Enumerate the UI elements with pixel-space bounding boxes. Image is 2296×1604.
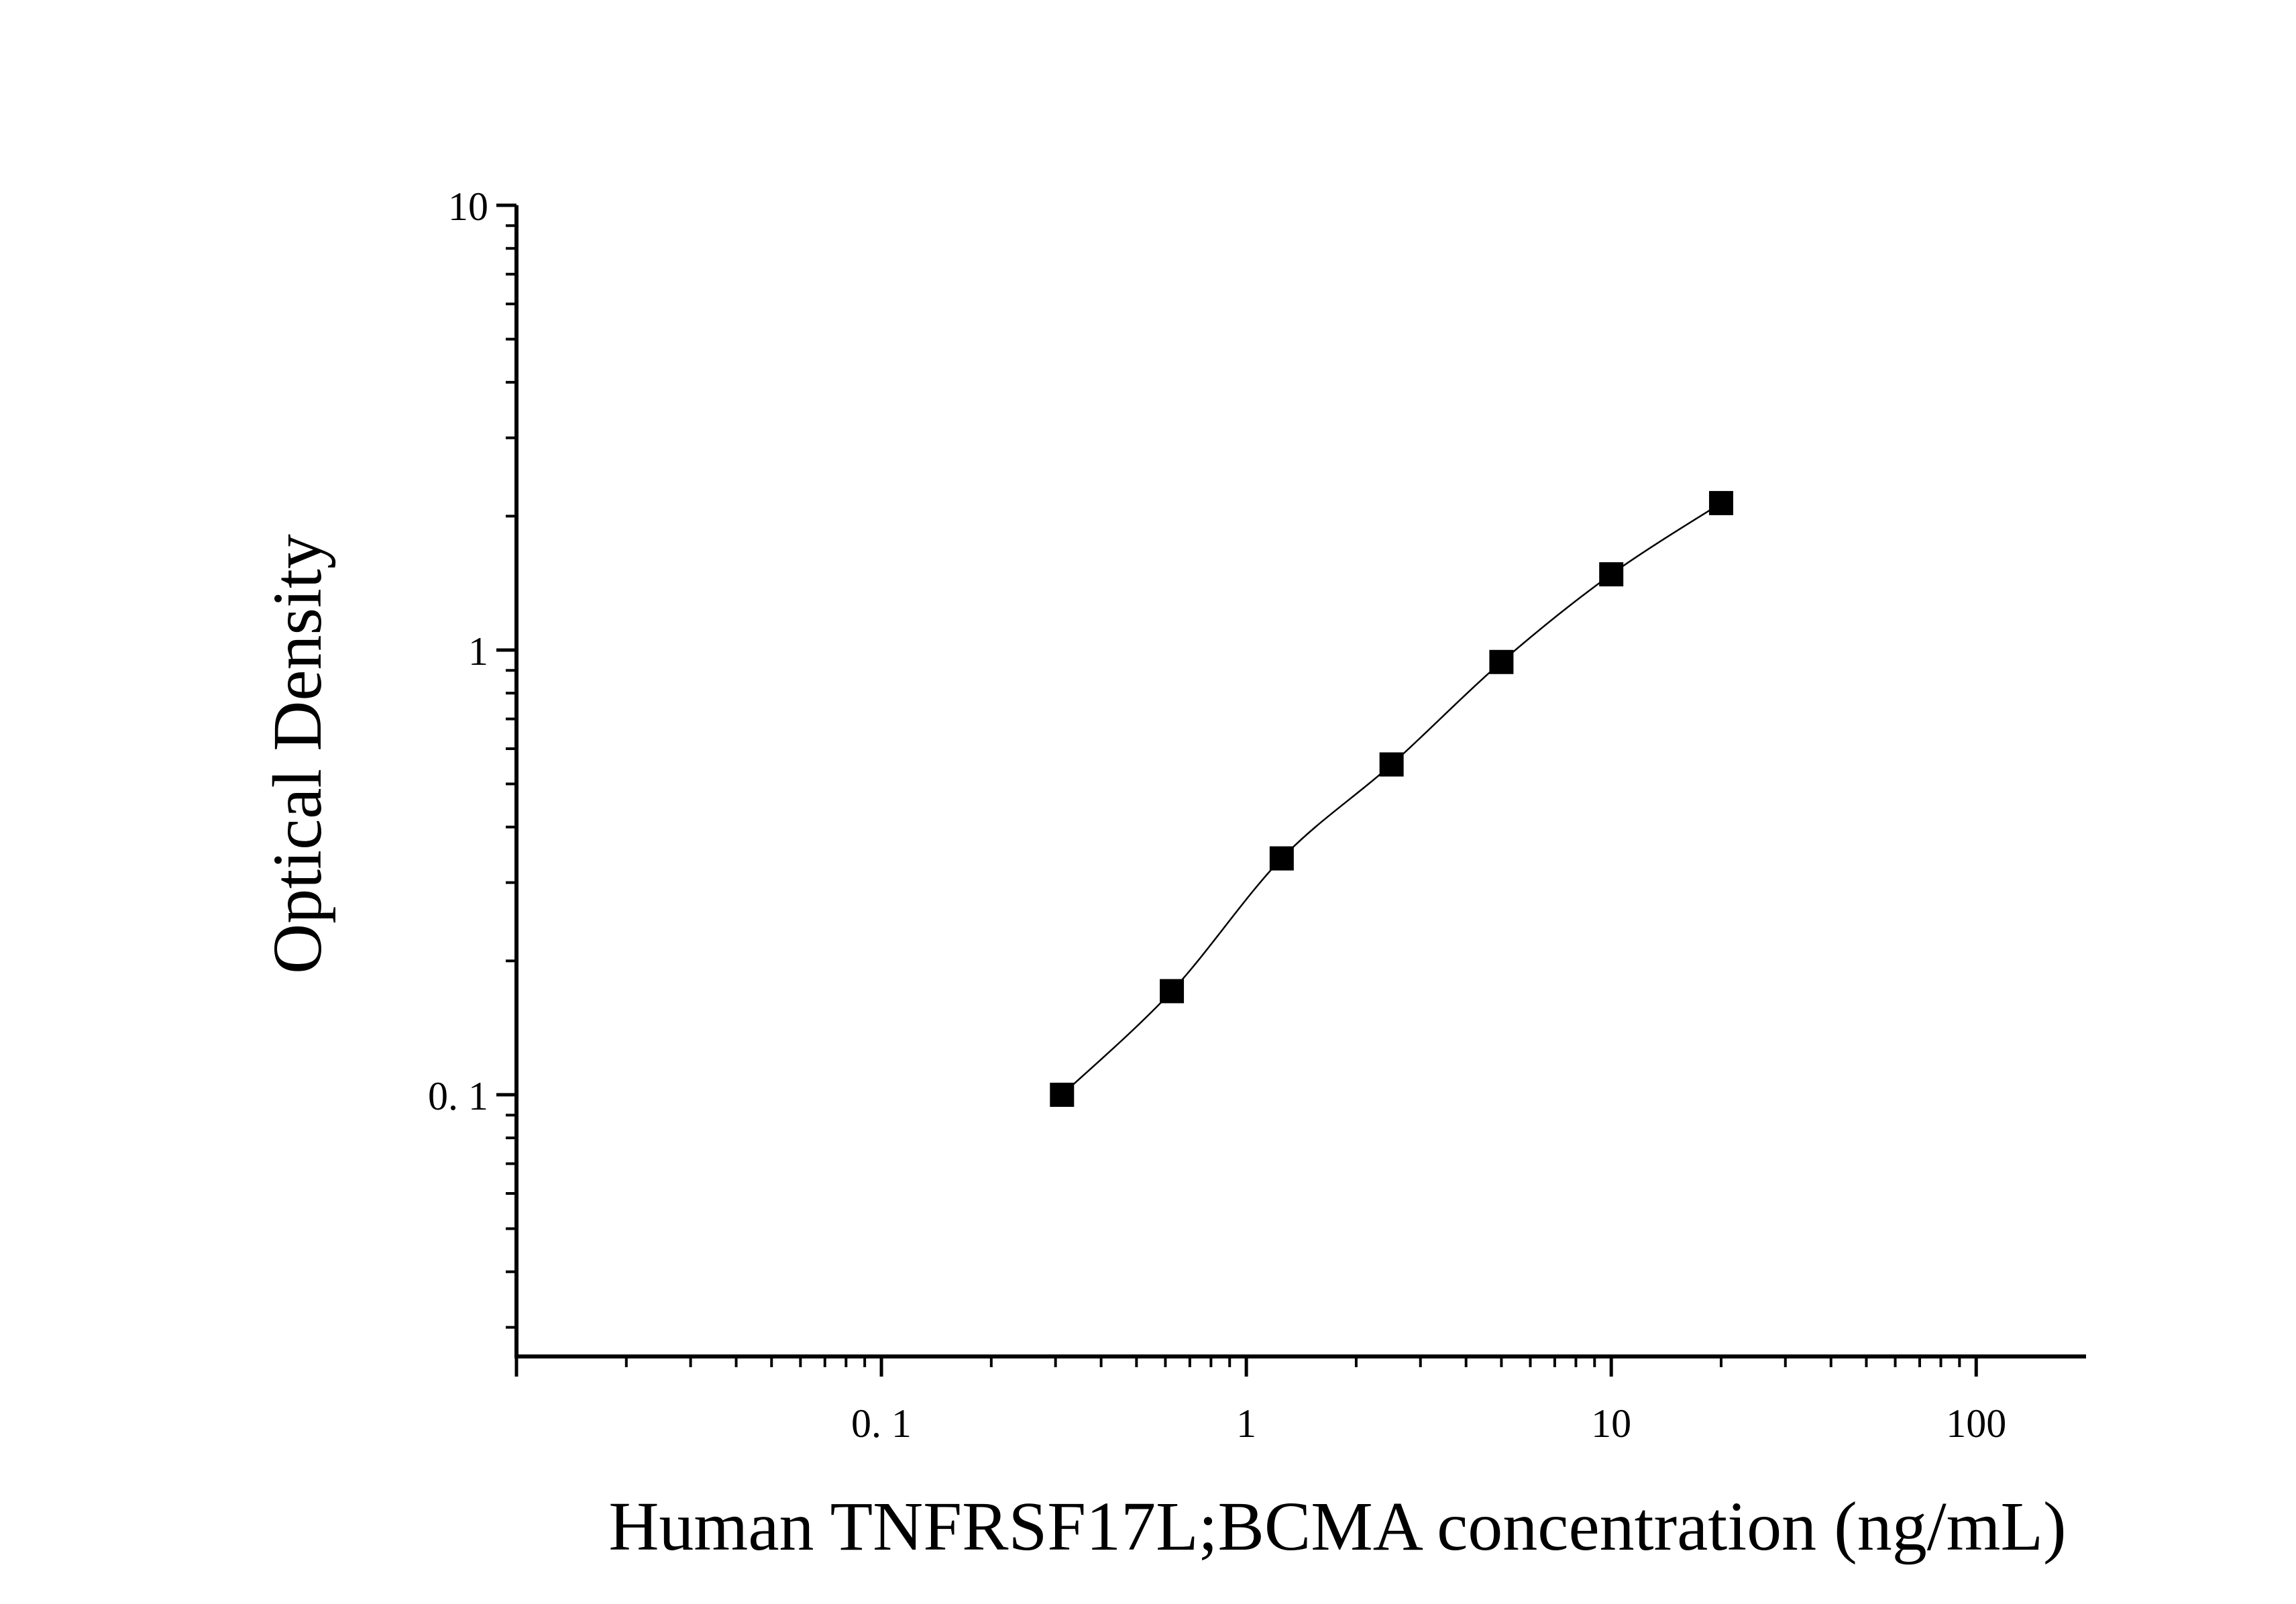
y-major-ticks	[496, 203, 516, 1097]
x-tick-label: 100	[1946, 1401, 2006, 1446]
data-point	[1269, 846, 1294, 871]
data-point	[1599, 562, 1624, 587]
data-point	[1160, 979, 1185, 1004]
y-tick-label: 10	[448, 184, 488, 229]
y-tick-labels: 0. 1 1 10	[428, 184, 488, 1118]
fit-curve	[1061, 502, 1722, 1095]
data-point	[1489, 649, 1514, 674]
x-tick-label: 10	[1591, 1401, 1631, 1446]
x-tick-labels: 0. 1 1 10 100	[851, 1401, 2006, 1446]
y-tick-label: 1	[468, 629, 488, 674]
data-points	[1050, 490, 1733, 1107]
data-point	[1379, 752, 1404, 777]
x-axis-title: Human TNFRSF17L;BCMA concentration (ng/m…	[608, 1488, 2066, 1565]
y-axis-title: Optical Density	[259, 534, 336, 974]
x-tick-label: 1	[1236, 1401, 1256, 1446]
x-major-ticks	[514, 1356, 1978, 1377]
y-tick-label: 0. 1	[428, 1074, 488, 1118]
data-point	[1050, 1082, 1075, 1107]
data-point	[1708, 490, 1733, 515]
x-tick-label: 0. 1	[851, 1401, 912, 1446]
